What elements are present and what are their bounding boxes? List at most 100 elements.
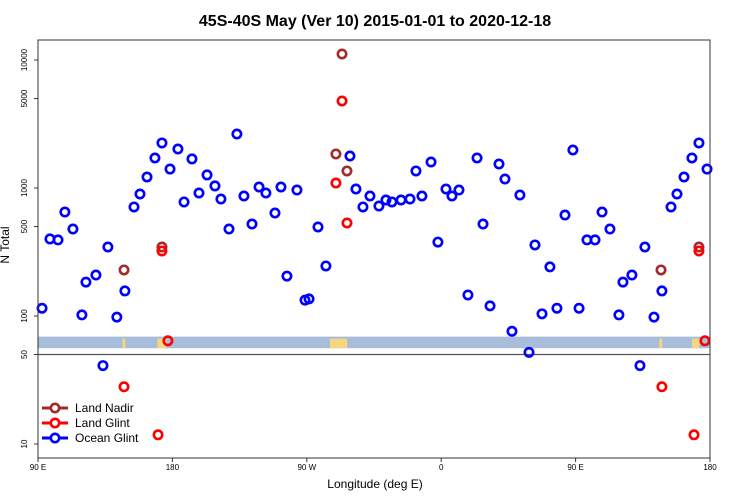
ocean-glint-point <box>281 270 293 282</box>
land-segment <box>692 338 700 349</box>
ocean-glint-point <box>380 194 392 206</box>
land-glint-legend-label: Land Glint <box>75 416 130 430</box>
ocean-glint-point <box>156 137 168 149</box>
y-tick-label: 1000 <box>20 179 29 197</box>
ocean-glint-point <box>178 196 190 208</box>
ocean-glint-point <box>350 183 362 195</box>
ocean-glint-point <box>149 152 161 164</box>
ocean-glint-point <box>425 156 437 168</box>
ocean-glint-point <box>36 302 48 314</box>
land-nadir-point <box>156 241 168 253</box>
land-glint-legend-marker <box>49 417 61 429</box>
ocean-glint-point <box>52 234 64 246</box>
ocean-glint-point <box>97 360 109 372</box>
ocean-glint-point <box>484 300 496 312</box>
ocean-glint-point <box>626 269 638 281</box>
ocean-glint-point <box>134 188 146 200</box>
ocean-glint-point <box>665 201 677 213</box>
land-nadir-point <box>655 264 667 276</box>
ocean-glint-point <box>639 241 651 253</box>
ocean-glint-point <box>648 311 660 323</box>
ocean-glint-point <box>260 187 272 199</box>
land-glint-point <box>330 177 342 189</box>
y-tick-label: 10 <box>20 439 29 448</box>
ocean-glint-point <box>238 190 250 202</box>
ocean-glint-point <box>364 190 376 202</box>
ocean-glint-point <box>128 201 140 213</box>
ocean-glint-point <box>596 206 608 218</box>
ocean-glint-point <box>119 285 131 297</box>
ocean-glint-point <box>686 152 698 164</box>
ocean-glint-point <box>193 187 205 199</box>
land-nadir-point <box>336 48 348 60</box>
data-points <box>36 48 713 441</box>
ocean-glint-point <box>613 309 625 321</box>
ocean-glint-point <box>471 152 483 164</box>
x-axis-label: Longitude (deg E) <box>327 477 422 491</box>
land-glint-point <box>693 245 705 257</box>
ocean-glint-point <box>111 311 123 323</box>
land-nadir-legend-label: Land Nadir <box>75 401 134 415</box>
land-glint-point <box>341 217 353 229</box>
ocean-glint-point <box>499 173 511 185</box>
ocean-glint-point <box>462 289 474 301</box>
ocean-glint-point <box>373 200 385 212</box>
land-glint-point <box>656 381 668 393</box>
ocean-glint-point <box>303 293 315 305</box>
ocean-glint-point <box>671 188 683 200</box>
ocean-glint-point <box>410 165 422 177</box>
x-tick-label: 180 <box>703 463 717 472</box>
land-nadir-point <box>330 148 342 160</box>
ocean-glint-point <box>386 196 398 208</box>
land-glint-point <box>156 245 168 257</box>
ocean-glint-point <box>215 193 227 205</box>
ocean-glint-point <box>604 223 616 235</box>
ocean-glint-point <box>357 201 369 213</box>
ocean-glint-legend-label: Ocean Glint <box>75 431 139 445</box>
ocean-glint-point <box>617 276 629 288</box>
ocean-glint-point <box>90 269 102 281</box>
land-glint-point <box>336 95 348 107</box>
ocean-glint-point <box>246 218 258 230</box>
land-glint-point <box>162 335 174 347</box>
y-axis-label: N Total <box>0 226 12 263</box>
ocean-glint-point <box>559 209 571 221</box>
plot-frame <box>37 39 711 459</box>
ocean-glint-point <box>102 241 114 253</box>
y-tick-label: 10000 <box>20 48 29 71</box>
ocean-glint-point <box>506 325 518 337</box>
ocean-glint-point <box>231 128 243 140</box>
x-tick-label: 90 E <box>30 463 46 472</box>
land-segment <box>659 338 663 349</box>
land-segment <box>329 338 348 349</box>
y-axis-ticks: 10 50 100 500 1000 5000 10000 <box>20 48 38 448</box>
ocean-glint-point <box>164 163 176 175</box>
ocean-glint-point <box>656 285 668 297</box>
x-tick-label: 90 W <box>297 463 316 472</box>
y-tick-label: 500 <box>20 219 29 233</box>
ocean-glint-point <box>446 190 458 202</box>
ocean-glint-point <box>253 181 265 193</box>
ocean-glint-point <box>544 261 556 273</box>
ocean-glint-point <box>223 223 235 235</box>
ocean-glint-point <box>59 206 71 218</box>
land-nadir-legend-marker <box>49 402 61 414</box>
ocean-glint-point <box>477 218 489 230</box>
y-tick-label: 50 <box>20 350 29 359</box>
ocean-glint-point <box>453 184 465 196</box>
land-ocean-band <box>38 336 710 349</box>
land-glint-point <box>688 429 700 441</box>
ocean-glint-point <box>80 276 92 288</box>
ocean-glint-point <box>201 169 213 181</box>
ocean-glint-point <box>701 163 713 175</box>
x-axis-ticks: 90 E 180 90 W 0 90 E 180 <box>30 458 717 472</box>
ocean-glint-point <box>76 309 88 321</box>
x-tick-label: 180 <box>166 463 180 472</box>
x-tick-label: 0 <box>439 463 444 472</box>
ocean-glint-point <box>573 302 585 314</box>
ocean-glint-point <box>344 150 356 162</box>
ocean-glint-point <box>209 180 221 192</box>
x-tick-label: 90 E <box>567 463 583 472</box>
